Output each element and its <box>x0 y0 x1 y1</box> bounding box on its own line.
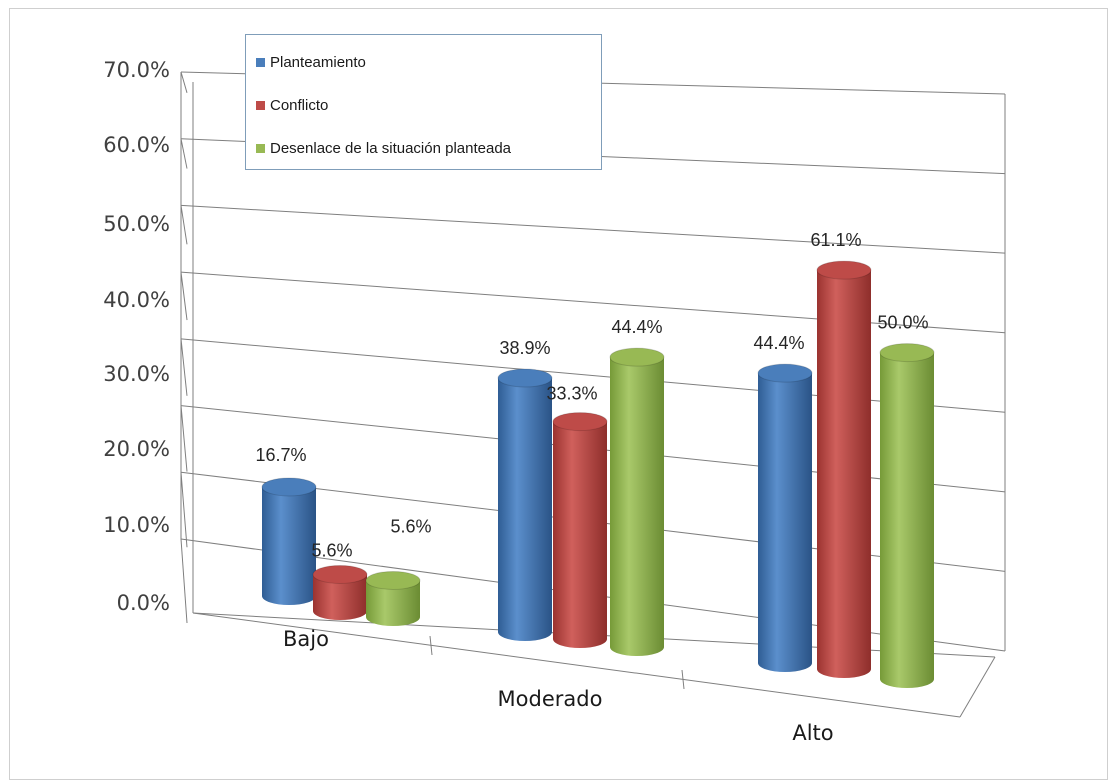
bar <box>312 564 368 620</box>
x-axis-ticks: Bajo Moderado Alto <box>283 627 834 745</box>
data-labels: 16.7% 38.9% 44.4% 5.6% 33.3% 61.1% 5.6% 44.4% 50… <box>255 230 928 560</box>
side-wall-line <box>180 405 188 472</box>
side-wall-line <box>180 538 188 624</box>
bar <box>816 260 872 678</box>
legend-item-planteamiento: Planteamiento <box>246 49 601 75</box>
bar-top <box>365 570 421 590</box>
data-label: 61.1% <box>810 230 861 250</box>
data-label: 5.6% <box>390 516 431 536</box>
y-axis-ticks: 0.0% 10.0% 20.0% 30.0% 40.0% 50.0% 60.0% 70.0% <box>103 58 170 615</box>
x-tick-label: Alto <box>792 721 833 745</box>
bar <box>497 368 553 641</box>
side-wall-line <box>180 138 188 169</box>
y-tick-label: 70.0% <box>103 58 170 82</box>
side-wall-line <box>180 205 188 245</box>
bar <box>365 570 421 626</box>
data-label: 44.4% <box>753 333 804 353</box>
side-wall-line <box>180 71 188 93</box>
side-wall-line <box>180 472 188 548</box>
side-wall-line <box>180 338 188 396</box>
data-label: 16.7% <box>255 445 306 465</box>
legend-label: Planteamiento <box>270 53 366 71</box>
bar-body <box>313 574 367 620</box>
bar <box>879 343 935 688</box>
data-label: 50.0% <box>877 313 928 333</box>
y-tick-label: 20.0% <box>103 437 170 461</box>
legend-item-conflicto: Conflicto <box>246 92 601 118</box>
bar <box>757 363 813 672</box>
data-label: 38.9% <box>499 338 550 358</box>
bar-top <box>497 368 553 388</box>
bar-top <box>609 347 665 367</box>
legend: Planteamiento Conflicto Desenlace de la … <box>245 34 602 170</box>
bar <box>609 347 665 656</box>
bars <box>261 260 935 688</box>
bar-body <box>610 357 664 656</box>
category-separator <box>681 669 685 690</box>
data-label: 44.4% <box>611 317 662 337</box>
bar-body <box>553 421 607 648</box>
bar-top <box>816 260 872 280</box>
chart-frame: 0.0% 10.0% 20.0% 30.0% 40.0% 50.0% 60.0% 70.0% … <box>9 8 1108 780</box>
bar <box>261 477 317 605</box>
floor-front-edge <box>192 612 961 718</box>
y-tick-label: 50.0% <box>103 212 170 236</box>
bar-body <box>366 580 420 626</box>
legend-item-desenlace: Desenlace de la situación planteada <box>246 135 601 161</box>
data-label: 5.6% <box>311 540 352 560</box>
y-tick-label: 10.0% <box>103 513 170 537</box>
floor-right-edge <box>959 656 996 718</box>
bar-body <box>498 378 552 641</box>
bar-body <box>817 270 871 678</box>
bar-body <box>758 373 812 672</box>
y-tick-label: 30.0% <box>103 362 170 386</box>
x-tick-label: Moderado <box>498 687 603 711</box>
bar-top <box>879 343 935 363</box>
legend-swatch <box>256 100 265 110</box>
bar <box>552 412 608 648</box>
gridline <box>180 204 1006 254</box>
category-separator <box>429 635 433 656</box>
legend-label: Desenlace de la situación planteada <box>270 139 512 157</box>
y-tick-label: 60.0% <box>103 133 170 157</box>
bar-top <box>552 412 608 432</box>
side-wall-line <box>180 272 188 321</box>
y-tick-label: 0.0% <box>117 591 170 615</box>
legend-label: Conflicto <box>270 96 329 114</box>
axes <box>180 71 1006 718</box>
data-label: 33.3% <box>546 384 597 404</box>
legend-swatch <box>256 143 265 153</box>
legend-swatch <box>256 57 265 67</box>
bar-top <box>757 363 813 383</box>
bar-top <box>312 564 368 584</box>
x-tick-label: Bajo <box>283 627 329 651</box>
y-tick-label: 40.0% <box>103 288 170 312</box>
bar-top <box>261 477 317 497</box>
bar-body <box>262 486 316 605</box>
bar-body <box>880 352 934 688</box>
